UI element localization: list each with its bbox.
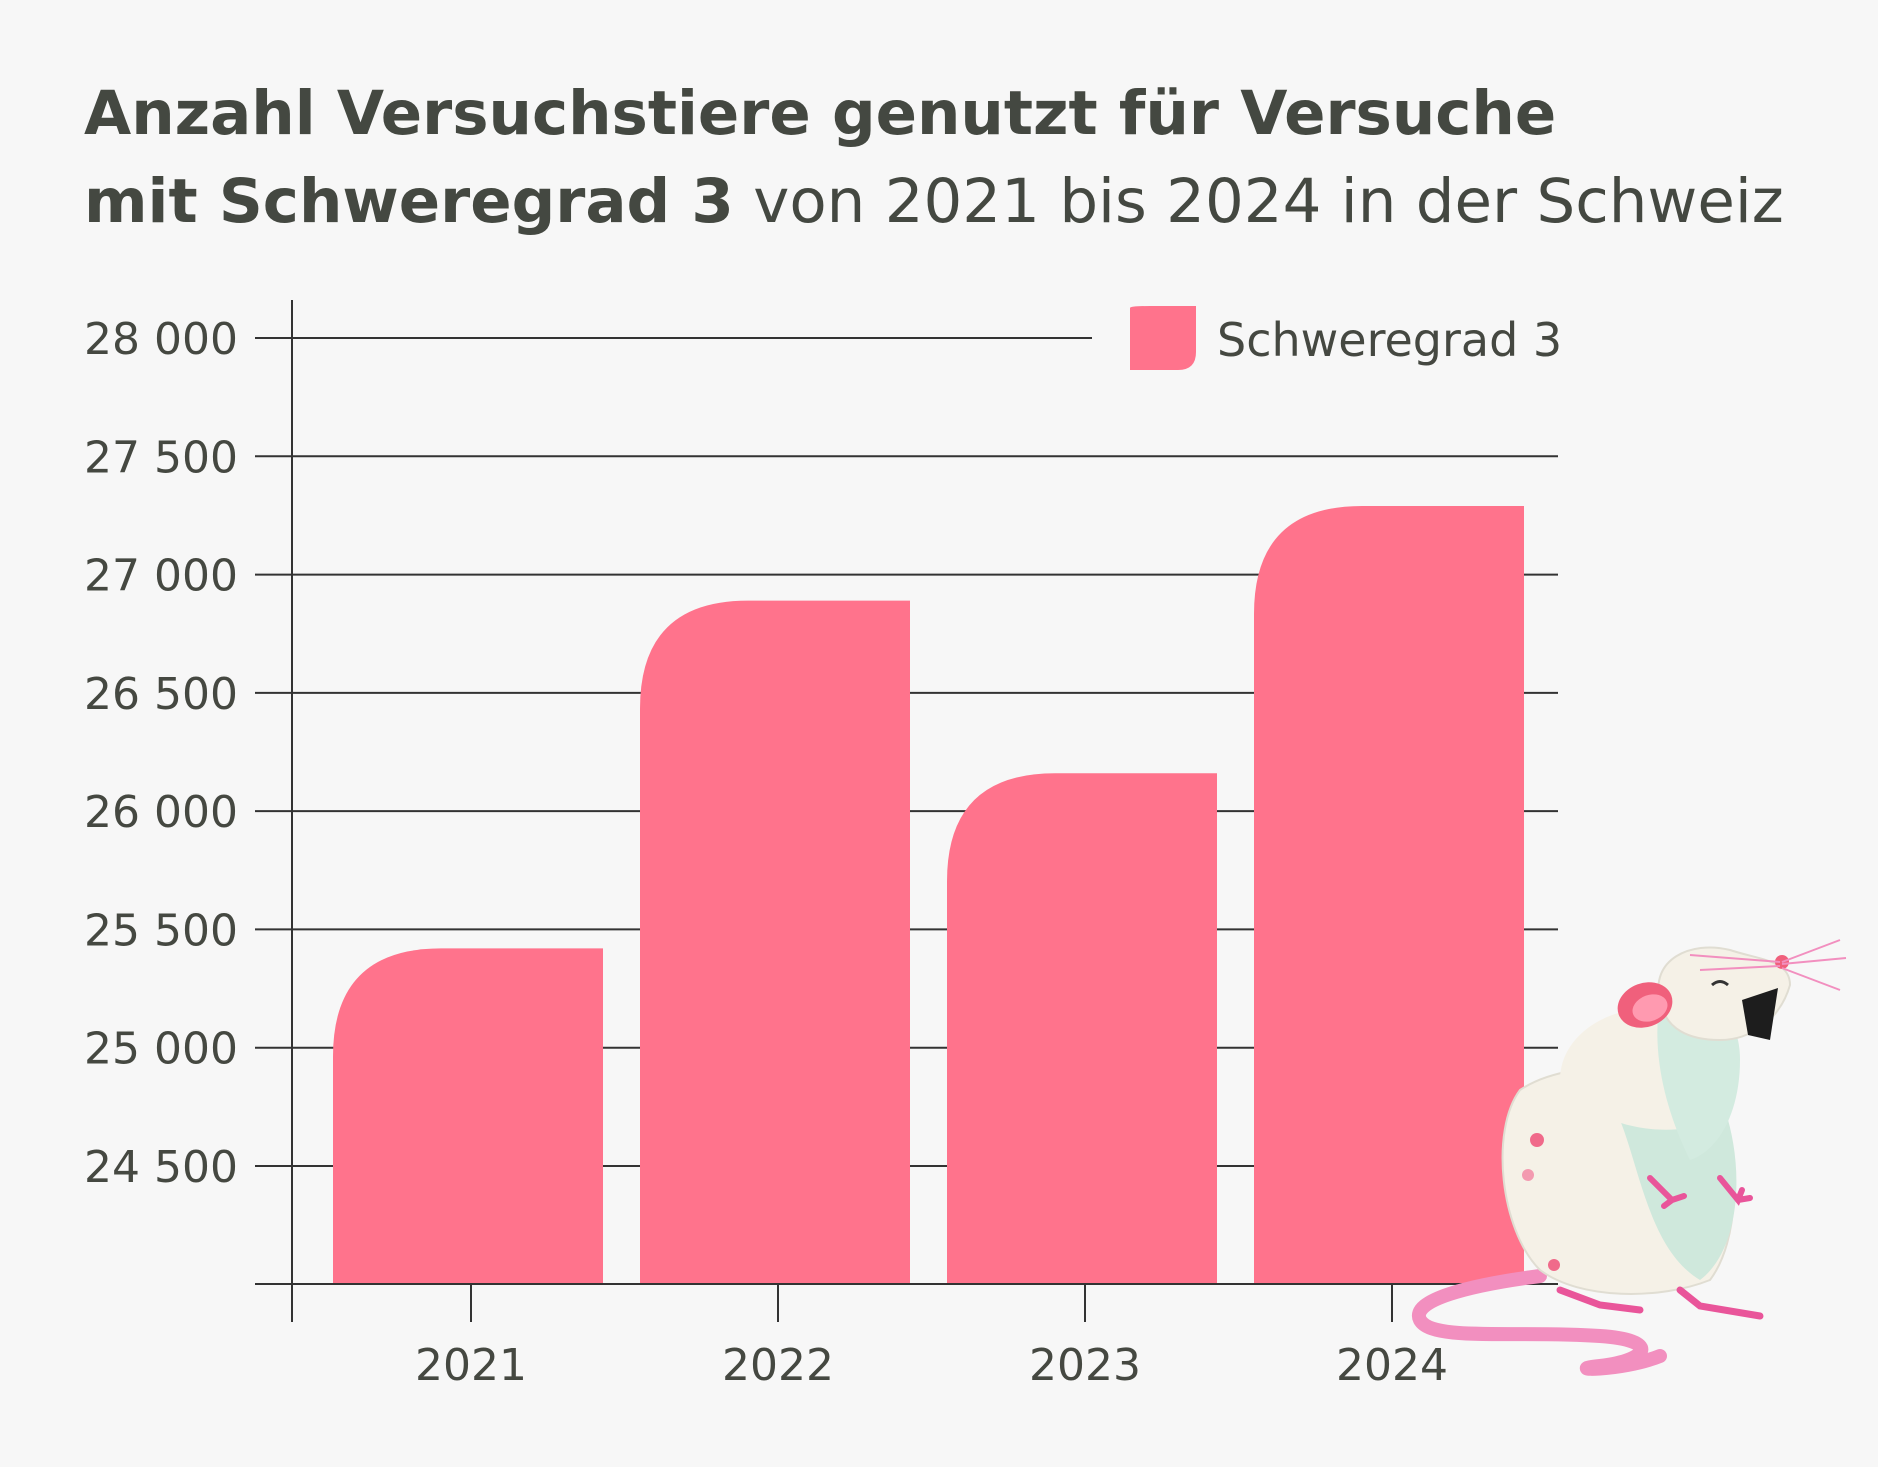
rat-illustration (1412, 939, 1847, 1376)
bar-2024 (1254, 505, 1524, 1285)
y-tick-label: 26 000 (84, 787, 238, 838)
y-tick-label: 27 500 (84, 432, 238, 483)
legend-label-schweregrad-3: Schweregrad 3 (1217, 313, 1562, 367)
y-tick-label: 28 000 (84, 314, 238, 365)
title-line-2: mit Schweregrad 3 von 2021 bis 2024 in d… (84, 158, 1844, 246)
x-tick-label-2021: 2021 (415, 1340, 527, 1391)
bar-2023 (947, 773, 1217, 1284)
y-tick-label: 25 500 (84, 905, 238, 956)
y-tick-label: 24 500 (84, 1142, 238, 1193)
axes (255, 300, 1558, 1322)
title-line-2-bold: mit Schweregrad 3 (84, 166, 734, 237)
title-line-1: Anzahl Versuchstiere genutzt für Versuch… (84, 78, 1557, 149)
x-tick-label-2022: 2022 (722, 1340, 834, 1391)
y-tick-labels: 24 500 25 000 25 500 26 000 26 500 27 000 27 5… (84, 314, 238, 1193)
legend-swatch (1130, 306, 1196, 370)
y-tick-label: 27 000 (84, 551, 238, 602)
x-tick-labels: 2021 2022 2023 2024 (415, 1340, 1448, 1391)
bar-2022 (640, 600, 910, 1284)
x-tick-label-2023: 2023 (1029, 1340, 1141, 1391)
bar-2021 (333, 948, 603, 1284)
bars (333, 505, 1524, 1285)
chart-title: Anzahl Versuchstiere genutzt für Versuch… (84, 70, 1844, 246)
title-line-2-rest: von 2021 bis 2024 in der Schweiz (733, 166, 1784, 237)
x-tick-label-2024: 2024 (1336, 1340, 1448, 1391)
y-tick-label: 26 500 (84, 669, 238, 720)
legend: Schweregrad 3 (1130, 306, 1562, 370)
y-tick-label: 25 000 (84, 1024, 238, 1075)
